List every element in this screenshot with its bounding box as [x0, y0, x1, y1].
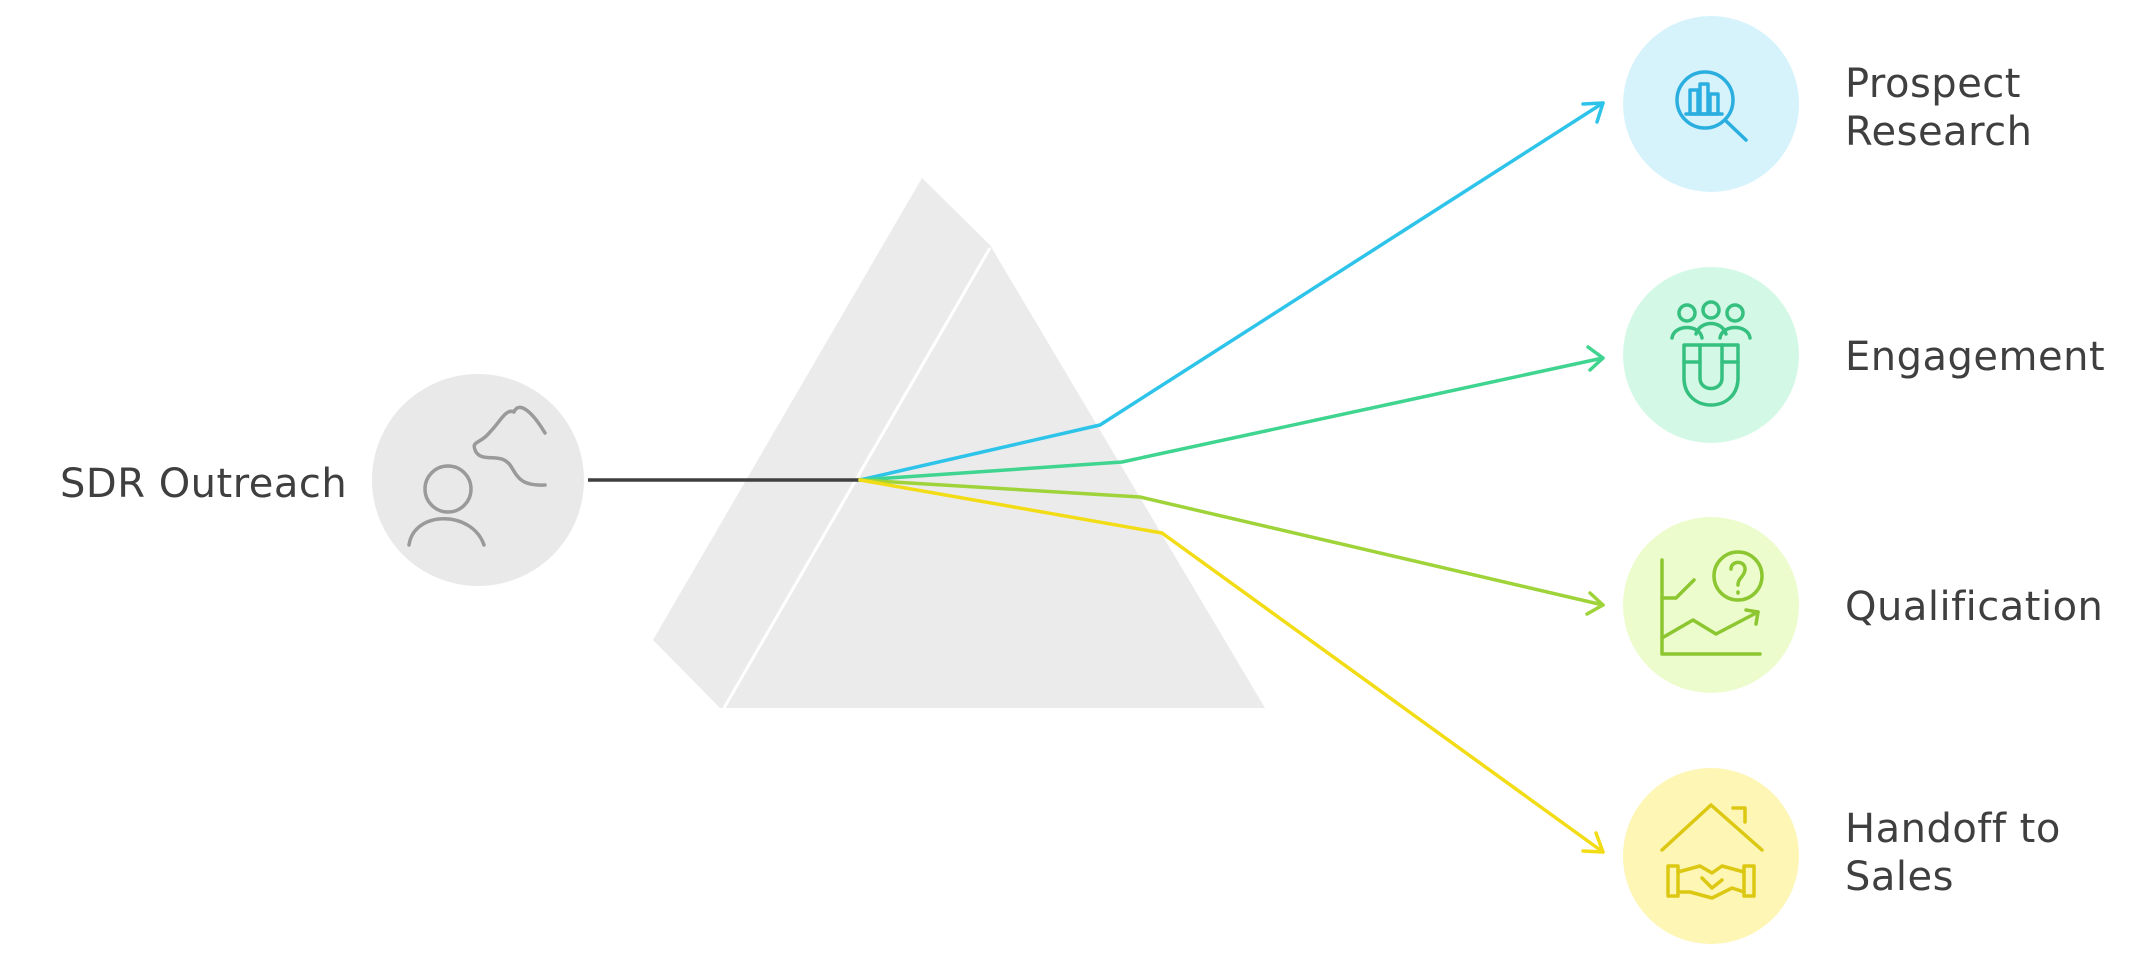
beam-engagement — [858, 345, 1605, 482]
source-node: SDR Outreach — [60, 374, 584, 586]
handoff-label: Handoff to Sales — [1845, 806, 2074, 900]
engagement-label: Engagement — [1845, 334, 2105, 380]
prism-front-face — [720, 245, 1265, 708]
people-magnet-icon — [1670, 300, 1752, 407]
beam-handoff-to-sales — [858, 478, 1605, 854]
person-path-icon — [407, 405, 547, 547]
beam-qualification — [858, 478, 1605, 616]
qualification-circle — [1623, 517, 1799, 693]
chart-question-icon — [1660, 550, 1764, 656]
source-label: SDR Outreach — [60, 461, 347, 507]
beam-prospect-research — [858, 101, 1605, 482]
prospect-research-label: Prospect Research — [1845, 61, 2034, 155]
prism — [653, 178, 1265, 709]
research-magnifier-icon — [1675, 70, 1748, 142]
prism-edge — [722, 247, 992, 709]
handshake-house-icon — [1660, 803, 1764, 900]
handoff-circle — [1623, 768, 1799, 944]
prism-back-face — [653, 178, 990, 708]
qualification-label: Qualification — [1845, 584, 2103, 630]
output-engagement: Engagement — [1623, 267, 2105, 443]
output-prospect-research: Prospect Research — [1623, 16, 2034, 192]
engagement-circle — [1623, 267, 1799, 443]
source-circle — [372, 374, 584, 586]
output-qualification: Qualification — [1623, 517, 2103, 693]
output-beams — [858, 101, 1605, 854]
output-handoff-to-sales: Handoff to Sales — [1623, 768, 2074, 944]
